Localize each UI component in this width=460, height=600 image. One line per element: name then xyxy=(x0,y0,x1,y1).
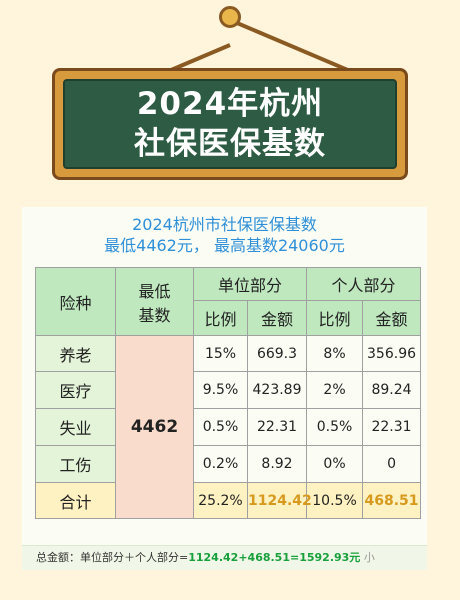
unit-ratio: 15% xyxy=(193,335,248,372)
unit-amount: 423.89 xyxy=(246,371,308,409)
title-board: 2024年杭州 社保医保基数 xyxy=(63,79,397,169)
header-unit-ratio: 比例 xyxy=(193,300,248,336)
header-unit-amount: 金额 xyxy=(246,300,308,336)
personal-amount: 89.24 xyxy=(362,371,422,409)
header-personal-amount: 金额 xyxy=(362,300,422,336)
total-summary-label: 总金额：单位部分＋个人部分= xyxy=(36,551,189,564)
table-row: 失业 0.5% 22.31 0.5% 22.31 xyxy=(35,408,422,446)
unit-amount: 22.31 xyxy=(246,408,308,446)
unit-amount: 8.92 xyxy=(246,445,308,483)
total-label: 合计 xyxy=(35,482,116,519)
table-row: 养老 4462 15% 669.3 8% 356.96 xyxy=(35,335,422,519)
total-personal-ratio: 10.5% xyxy=(306,482,364,519)
row-name: 养老 xyxy=(35,335,116,372)
header-min-base-line1: 最低 xyxy=(138,281,171,301)
title-sign: 2024年杭州 社保医保基数 xyxy=(52,68,408,180)
personal-ratio: 0% xyxy=(306,445,364,483)
personal-amount: 356.96 xyxy=(362,335,422,372)
watermark-tag: 小 xyxy=(363,551,375,564)
row-name: 工伤 xyxy=(35,445,116,483)
unit-ratio: 0.2% xyxy=(193,445,248,483)
header-unit-part: 单位部分 xyxy=(192,267,308,301)
table-row: 工伤 0.2% 8.92 0% 0 xyxy=(35,445,422,483)
personal-amount: 22.31 xyxy=(362,408,422,446)
header-personal-part: 个人部分 xyxy=(306,267,422,301)
total-personal-amount: 468.51 xyxy=(362,482,422,519)
sign-title-line2: 社保医保基数 xyxy=(134,126,326,162)
personal-amount: 0 xyxy=(362,445,422,483)
header-personal-ratio: 比例 xyxy=(306,300,364,336)
base-table-card: 2024杭州市社保医保基数 最低4462元， 最高基数24060元 险种 最低基… xyxy=(22,207,427,570)
personal-ratio: 0.5% xyxy=(306,408,364,446)
sign-rope-right xyxy=(229,18,351,73)
row-name: 失业 xyxy=(35,408,116,446)
row-name: 医疗 xyxy=(35,371,116,409)
card-subtitle: 2024杭州市社保医保基数 xyxy=(132,215,317,234)
total-unit-amount: 1124.42 xyxy=(246,482,312,519)
contribution-table: 险种 最低基数 单位部分 个人部分 比例 金额 比例 金额 养老 4462 15… xyxy=(35,267,422,519)
table-row: 医疗 9.5% 423.89 2% 89.24 xyxy=(35,371,422,409)
header-insurance-type: 险种 xyxy=(35,267,116,336)
unit-ratio: 0.5% xyxy=(193,408,248,446)
header-min-base: 最低 基数 xyxy=(115,267,194,336)
sign-title-line1: 2024年杭州 xyxy=(136,86,324,122)
sign-nail xyxy=(219,6,241,28)
min-base-value: 4462 xyxy=(115,335,194,519)
personal-ratio: 8% xyxy=(306,335,364,372)
header-min-base-line2: 基数 xyxy=(138,305,171,325)
personal-ratio: 2% xyxy=(306,371,364,409)
total-unit-ratio: 25.2% xyxy=(193,482,248,519)
total-summary-calc: 1124.42+468.51=1592.93元 xyxy=(188,551,361,564)
unit-ratio: 9.5% xyxy=(193,371,248,409)
unit-amount: 669.3 xyxy=(246,335,308,372)
total-row: 合计 25.2% 1124.42 10.5% 468.51 xyxy=(35,482,422,519)
total-summary: 总金额：单位部分＋个人部分=1124.42+468.51=1592.93元 小 xyxy=(22,545,427,570)
card-range: 最低4462元， 最高基数24060元 xyxy=(104,236,345,255)
